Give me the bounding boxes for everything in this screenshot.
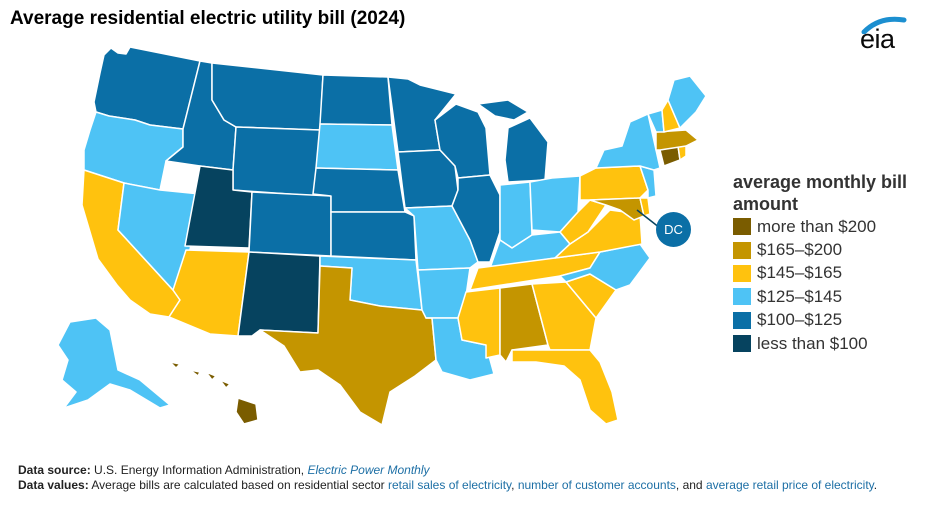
state-DE[interactable] [639,197,651,217]
data-values-text: , [511,478,518,492]
page-title: Average residential electric utility bil… [10,8,406,29]
state-FL[interactable] [511,349,619,425]
legend-item: more than $200 [733,215,923,238]
customer-accounts-link[interactable]: number of customer accounts [517,478,676,492]
legend-label: more than $200 [757,216,877,236]
legend-label: less than $100 [757,333,868,353]
legend-swatch [733,288,751,306]
legend-label: $165–$200 [757,240,843,260]
data-values-label: Data values: [18,478,89,492]
retail-sales-link[interactable]: retail sales of electricity [388,478,512,492]
state-RI[interactable] [677,145,687,161]
legend-item: less than $100 [733,332,923,355]
legend-item: $125–$145 [733,285,923,308]
legend-swatch [733,241,751,259]
legend-swatch [733,335,751,353]
state-SD[interactable] [315,123,399,171]
legend-item: $165–$200 [733,238,923,261]
state-MT[interactable] [211,62,324,131]
eia-logo-text: eia [860,24,895,54]
state-WY[interactable] [232,126,321,197]
legend-label: $125–$145 [757,286,843,306]
state-KS[interactable] [330,211,417,261]
legend-swatch [733,264,751,282]
data-values-line: Data values: Average bills are calculate… [18,478,923,493]
legend: average monthly bill amount more than $2… [733,171,923,355]
dc-badge[interactable]: DC [656,212,691,247]
data-source-link[interactable]: Electric Power Monthly [307,463,430,477]
legend-item: $100–$125 [733,309,923,332]
data-source-label: Data source: [18,463,91,477]
legend-title: average monthly bill amount [733,172,908,214]
legend-item: $145–$165 [733,262,923,285]
state-ND[interactable] [319,74,393,126]
state-AK[interactable] [57,317,171,409]
legend-swatch [733,218,751,236]
state-NM[interactable] [237,251,321,337]
data-source-line: Data source: U.S. Energy Information Adm… [18,463,923,478]
state-NC[interactable] [559,243,651,291]
state-CO[interactable] [248,191,332,257]
state-HI[interactable] [169,361,259,425]
state-ME[interactable] [667,75,707,129]
state-IL[interactable] [451,174,501,263]
state-TX[interactable] [259,265,437,426]
legend-label: $100–$125 [757,310,843,330]
legend-swatch [733,311,751,329]
state-VA[interactable] [554,209,643,259]
state-PA[interactable] [579,165,649,201]
data-values-text: Average bills are calculated based on re… [91,478,388,492]
state-NY[interactable] [595,113,661,171]
legend-label: $145–$165 [757,263,843,283]
data-source-text: U.S. Energy Information Administration, [94,463,308,477]
retail-price-link[interactable]: average retail price of electricity [705,478,874,492]
footer: Data source: U.S. Energy Information Adm… [18,463,923,493]
eia-logo-arc-icon [861,16,907,34]
eia-logo: eia [860,14,920,62]
data-values-text: . [873,478,878,492]
state-MA[interactable] [655,129,699,151]
data-values-text: , and [675,478,706,492]
